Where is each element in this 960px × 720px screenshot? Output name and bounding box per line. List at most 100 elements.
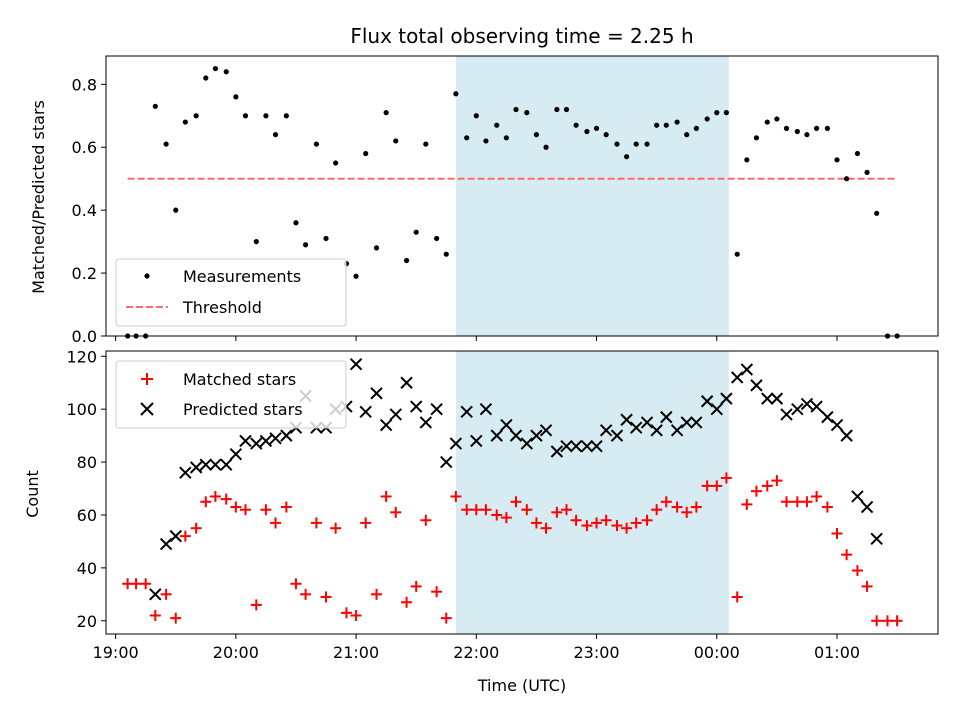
top-legend-box: [115, 258, 347, 327]
predicted-point: [370, 387, 383, 400]
predicted-point: [620, 413, 633, 426]
measurement-point: [413, 229, 419, 235]
measurement-point: [152, 103, 158, 109]
measurement-point: [684, 132, 690, 138]
predicted-point: [259, 434, 273, 448]
predicted-point: [700, 395, 714, 408]
matched-point: [882, 615, 894, 627]
measurement-point: [854, 150, 861, 157]
predicted-point: [359, 405, 372, 419]
matched-point: [220, 493, 232, 505]
top-y-tick-label: 0.2: [72, 264, 97, 283]
matched-point: [791, 496, 803, 508]
matched-point: [320, 591, 332, 603]
predicted-point: [229, 447, 243, 461]
matched-point: [750, 485, 762, 497]
bottom-axes-frame: [105, 350, 939, 635]
measurement-point: [734, 251, 740, 257]
measurement-point: [693, 125, 699, 131]
predicted-point: [530, 429, 543, 442]
measurement-point: [554, 106, 560, 113]
predicted-point: [560, 440, 573, 453]
top-y-tick-label: 0.6: [72, 138, 97, 157]
predicted-point: [610, 429, 624, 442]
matched-point: [431, 586, 443, 598]
legend-threshold-label: Threshold: [182, 298, 262, 317]
matched-point: [170, 612, 182, 624]
measurement-point: [473, 113, 479, 119]
top-shaded-region: [455, 56, 729, 336]
measurement-point: [584, 128, 590, 135]
bottom-shaded-region: [455, 351, 729, 634]
measurement-point: [573, 122, 579, 128]
predicted-point: [430, 402, 443, 416]
predicted-point: [569, 440, 583, 453]
matched-point: [270, 517, 282, 529]
matched-point: [651, 504, 663, 516]
top-y-ticks: 0.0 0.2 0.4 0.6 0.8: [72, 75, 106, 346]
measurement-point: [864, 169, 870, 176]
measurement-point: [494, 122, 500, 128]
measurement-point: [503, 135, 509, 141]
measurement-point: [313, 141, 320, 147]
top-y-axis-label: Matched/Predicted stars: [29, 100, 48, 294]
matched-point: [811, 490, 823, 502]
predicted-point: [860, 500, 874, 514]
x-tick-label: 01:00: [814, 643, 860, 662]
measurement-point: [242, 113, 249, 119]
bottom-legend-box: [115, 360, 347, 429]
predicted-point: [590, 440, 603, 453]
matched-point: [130, 578, 142, 590]
bottom-y-tick-label: 20: [77, 612, 97, 631]
matched-point: [611, 520, 623, 532]
measurement-point: [423, 141, 429, 147]
measurement-point: [283, 113, 289, 119]
matched-point: [350, 609, 362, 621]
measurement-point: [593, 125, 600, 131]
measurement-point: [373, 245, 380, 251]
measurement-point: [223, 69, 229, 75]
bottom-x-ticks: 19:00 20:00 21:00 22:00 23:00 00:00 01:00: [93, 634, 860, 662]
top-legend: Measurements Threshold: [115, 258, 347, 327]
matched-point: [731, 591, 743, 603]
measurement-point: [804, 132, 810, 138]
matched-point: [720, 472, 732, 484]
predicted-point: [470, 434, 483, 448]
measurement-point: [633, 141, 639, 147]
predicted-point: [650, 424, 663, 437]
x-tick-label: 00:00: [694, 643, 740, 662]
bottom-y-tick-label: 80: [77, 453, 97, 472]
matched-point: [891, 615, 903, 627]
matched-point: [851, 565, 863, 577]
measurement-point: [453, 91, 459, 97]
matched-point: [841, 549, 853, 561]
matched-point: [260, 504, 272, 516]
measurement-point: [302, 242, 309, 248]
matched-point: [401, 596, 413, 608]
measurement-point: [393, 138, 399, 144]
predicted-point: [800, 397, 814, 411]
matched-point: [660, 496, 672, 508]
predicted-point: [220, 458, 233, 471]
top-axes-frame: [105, 55, 939, 337]
matched-point: [480, 504, 492, 516]
matched-point: [871, 615, 883, 627]
matched-point: [330, 522, 342, 534]
bottom-legend: Matched stars Predicted stars: [115, 360, 347, 429]
predicted-point: [580, 440, 594, 453]
predicted-point: [599, 424, 613, 437]
measurement-point: [764, 119, 770, 125]
predicted-point: [389, 408, 402, 421]
matched-point: [630, 517, 642, 529]
matched-point: [440, 612, 452, 624]
predicted-point: [209, 458, 222, 471]
predicted-point: [280, 429, 293, 442]
matched-point: [681, 506, 693, 518]
measurement-point: [212, 65, 219, 72]
predicted-point: [250, 437, 263, 450]
predicted-point: [660, 410, 673, 424]
predicted-point: [149, 588, 162, 601]
measurement-point: [193, 113, 199, 119]
bottom-y-tick-label: 60: [77, 506, 97, 525]
